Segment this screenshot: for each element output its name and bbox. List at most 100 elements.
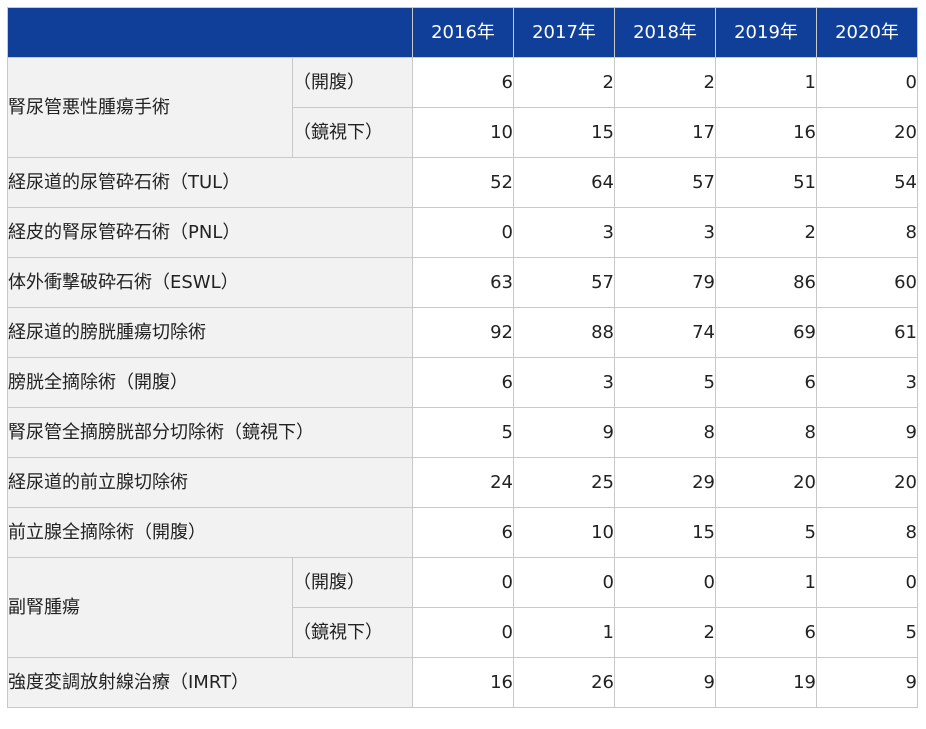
- count-cell: 0: [412, 557, 514, 608]
- count-cell: 3: [513, 357, 615, 408]
- table-row: 腎尿管全摘膀胱部分切除術（鏡視下） 5 9 8 8 9: [7, 407, 918, 458]
- count-cell: 9: [513, 407, 615, 458]
- procedure-name: 強度変調放射線治療（IMRT）: [7, 657, 413, 708]
- count-cell: 5: [816, 607, 918, 658]
- count-cell: 69: [715, 307, 817, 358]
- procedure-name: 経尿道的前立腺切除術: [7, 457, 413, 508]
- table-row: 経尿道的尿管砕石術（TUL） 52 64 57 51 54: [7, 157, 918, 208]
- count-cell: 0: [816, 57, 918, 108]
- count-cell: 29: [614, 457, 716, 508]
- count-cell: 24: [412, 457, 514, 508]
- count-cell: 9: [816, 657, 918, 708]
- count-cell: 64: [513, 157, 615, 208]
- count-cell: 16: [715, 107, 817, 158]
- count-cell: 16: [412, 657, 514, 708]
- count-cell: 74: [614, 307, 716, 358]
- count-cell: 9: [816, 407, 918, 458]
- count-cell: 63: [412, 257, 514, 308]
- count-cell: 20: [816, 457, 918, 508]
- table-row: 前立腺全摘除術（開腹） 6 10 15 5 8: [7, 507, 918, 558]
- header-corner-cell: [7, 7, 413, 58]
- count-cell: 10: [412, 107, 514, 158]
- procedure-name: 副腎腫瘍: [7, 557, 293, 658]
- count-cell: 61: [816, 307, 918, 358]
- count-cell: 20: [816, 107, 918, 158]
- count-cell: 8: [816, 207, 918, 258]
- count-cell: 79: [614, 257, 716, 308]
- count-cell: 0: [513, 557, 615, 608]
- count-cell: 60: [816, 257, 918, 308]
- count-cell: 5: [715, 507, 817, 558]
- count-cell: 8: [715, 407, 817, 458]
- count-cell: 1: [513, 607, 615, 658]
- table-row: 体外衝撃破砕石術（ESWL） 63 57 79 86 60: [7, 257, 918, 308]
- count-cell: 10: [513, 507, 615, 558]
- count-cell: 1: [715, 57, 817, 108]
- procedure-name: 経皮的腎尿管砕石術（PNL）: [7, 207, 413, 258]
- count-cell: 3: [614, 207, 716, 258]
- count-cell: 8: [816, 507, 918, 558]
- count-cell: 0: [614, 557, 716, 608]
- procedure-name: 腎尿管全摘膀胱部分切除術（鏡視下）: [7, 407, 413, 458]
- table-row: （鏡視下） 10 15 17 16 20: [8, 107, 918, 158]
- table-row: 経皮的腎尿管砕石術（PNL） 0 3 3 2 8: [7, 207, 918, 258]
- count-cell: 5: [412, 407, 514, 458]
- count-cell: 5: [614, 357, 716, 408]
- count-cell: 86: [715, 257, 817, 308]
- count-cell: 88: [513, 307, 615, 358]
- procedure-name: 体外衝撃破砕石術（ESWL）: [7, 257, 413, 308]
- count-cell: 52: [412, 157, 514, 208]
- count-cell: 19: [715, 657, 817, 708]
- table-header-row: 2016年 2017年 2018年 2019年 2020年: [7, 7, 918, 58]
- count-cell: 57: [614, 157, 716, 208]
- count-cell: 1: [715, 557, 817, 608]
- surgery-count-table: 2016年 2017年 2018年 2019年 2020年 腎尿管悪性腫瘍手術 …: [7, 7, 918, 708]
- count-cell: 2: [614, 57, 716, 108]
- procedure-name: 前立腺全摘除術（開腹）: [7, 507, 413, 558]
- count-cell: 0: [816, 557, 918, 608]
- header-year-2019: 2019年: [715, 7, 817, 58]
- count-cell: 9: [614, 657, 716, 708]
- count-cell: 6: [715, 607, 817, 658]
- count-cell: 51: [715, 157, 817, 208]
- count-cell: 26: [513, 657, 615, 708]
- procedure-approach: （開腹）: [292, 57, 413, 108]
- table-row: 腎尿管悪性腫瘍手術 （開腹） 6 2 2 1 0: [7, 57, 918, 158]
- count-cell: 6: [715, 357, 817, 408]
- count-cell: 17: [614, 107, 716, 158]
- procedure-approach: （鏡視下）: [292, 107, 413, 158]
- count-cell: 3: [513, 207, 615, 258]
- procedure-approach: （鏡視下）: [292, 607, 413, 658]
- count-cell: 6: [412, 507, 514, 558]
- count-cell: 57: [513, 257, 615, 308]
- header-year-2020: 2020年: [816, 7, 918, 58]
- table-row: 経尿道的前立腺切除術 24 25 29 20 20: [7, 457, 918, 508]
- count-cell: 0: [412, 607, 514, 658]
- count-cell: 25: [513, 457, 615, 508]
- table-row: 膀胱全摘除術（開腹） 6 3 5 6 3: [7, 357, 918, 408]
- table-row: 副腎腫瘍 （開腹） 0 0 0 1 0: [7, 557, 918, 658]
- count-cell: 3: [816, 357, 918, 408]
- procedure-name: 腎尿管悪性腫瘍手術: [7, 57, 293, 158]
- procedure-approach: （開腹）: [292, 557, 413, 608]
- count-cell: 8: [614, 407, 716, 458]
- count-cell: 0: [412, 207, 514, 258]
- header-year-2018: 2018年: [614, 7, 716, 58]
- count-cell: 20: [715, 457, 817, 508]
- table-row: 経尿道的膀胱腫瘍切除術 92 88 74 69 61: [7, 307, 918, 358]
- count-cell: 2: [715, 207, 817, 258]
- count-cell: 54: [816, 157, 918, 208]
- procedure-name: 経尿道的尿管砕石術（TUL）: [7, 157, 413, 208]
- count-cell: 15: [614, 507, 716, 558]
- table-row: 強度変調放射線治療（IMRT） 16 26 9 19 9: [7, 657, 918, 708]
- count-cell: 2: [513, 57, 615, 108]
- count-cell: 6: [412, 357, 514, 408]
- count-cell: 15: [513, 107, 615, 158]
- count-cell: 6: [412, 57, 514, 108]
- header-year-2016: 2016年: [412, 7, 514, 58]
- procedure-name: 経尿道的膀胱腫瘍切除術: [7, 307, 413, 358]
- count-cell: 92: [412, 307, 514, 358]
- count-cell: 2: [614, 607, 716, 658]
- header-year-2017: 2017年: [513, 7, 615, 58]
- procedure-name: 膀胱全摘除術（開腹）: [7, 357, 413, 408]
